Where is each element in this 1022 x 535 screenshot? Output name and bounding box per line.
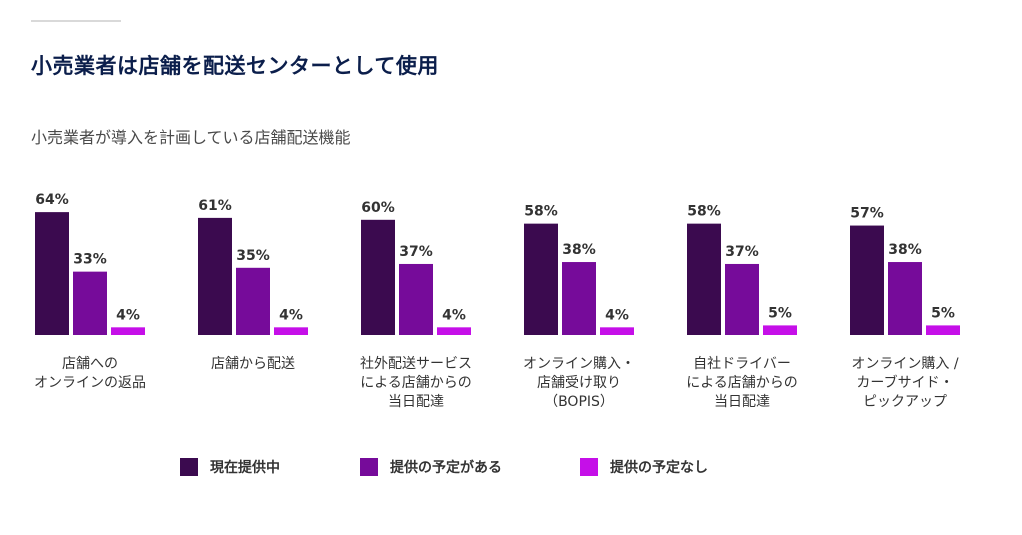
bar-3-4 <box>600 327 634 335</box>
bar-3-6 <box>926 325 960 335</box>
bar-2-6 <box>888 262 922 335</box>
legend-label-3: 提供の予定なし <box>610 460 708 476</box>
legend-item-3: 提供の予定なし <box>580 457 708 477</box>
data-label-1-3: 60% <box>361 200 395 216</box>
bar-1-3 <box>361 219 395 335</box>
legend-swatch-2 <box>360 458 378 476</box>
legend-swatch-1 <box>180 458 198 476</box>
bar-2-2 <box>236 267 270 335</box>
data-label-3-1: 4% <box>116 307 140 323</box>
category-label-6: オンライン購入 /カーブサイド・ピックアップ <box>851 356 958 410</box>
bar-2-3 <box>399 263 433 335</box>
category-label-4: オンライン購入・店舗受け取り（BOPIS） <box>523 356 635 410</box>
bar-2-5 <box>725 263 759 335</box>
bar-1-4 <box>524 223 558 335</box>
page-title: 小売業者は店舗を配送センターとして使用 <box>31 54 439 78</box>
bar-3-1 <box>111 327 145 335</box>
data-label-2-6: 38% <box>888 242 922 258</box>
data-label-1-6: 57% <box>850 206 884 222</box>
bar-3-5 <box>763 325 797 335</box>
chart-subtitle: 小売業者が導入を計画している店舗配送機能 <box>31 128 351 147</box>
data-label-2-4: 38% <box>562 242 596 258</box>
bar-1-6 <box>850 225 884 335</box>
legend-swatch-3 <box>580 458 598 476</box>
data-label-1-1: 64% <box>35 192 69 208</box>
bar-1-1 <box>35 212 69 335</box>
bar-1-2 <box>198 217 232 335</box>
data-label-3-6: 5% <box>931 305 955 321</box>
data-label-1-5: 58% <box>687 204 721 220</box>
data-label-3-3: 4% <box>442 307 466 323</box>
data-label-3-5: 5% <box>768 305 792 321</box>
data-label-2-1: 33% <box>73 252 107 268</box>
data-label-2-3: 37% <box>399 244 433 260</box>
category-label-1: 店舗へのオンラインの返品 <box>34 356 146 391</box>
chart-legend: 現在提供中 提供の予定がある 提供の予定なし <box>0 457 1022 487</box>
data-label-2-2: 35% <box>236 248 270 264</box>
legend-item-2: 提供の予定がある <box>360 457 502 477</box>
bar-3-2 <box>274 327 308 335</box>
legend-label-2: 提供の予定がある <box>390 460 502 476</box>
bar-3-3 <box>437 327 471 335</box>
bar-2-1 <box>73 271 107 335</box>
category-label-5: 自社ドライバーによる店舗からの当日配達 <box>686 356 798 410</box>
data-label-3-2: 4% <box>279 307 303 323</box>
category-label-3: 社外配送サービスによる店舗からの当日配達 <box>360 356 472 410</box>
legend-item-1: 現在提供中 <box>180 457 280 477</box>
data-label-3-4: 4% <box>605 307 629 323</box>
data-label-1-2: 61% <box>198 198 232 214</box>
category-label-2: 店舗から配送 <box>211 356 295 372</box>
legend-label-1: 現在提供中 <box>210 460 280 476</box>
bar-2-4 <box>562 262 596 335</box>
data-label-1-4: 58% <box>524 204 558 220</box>
top-divider <box>31 20 121 22</box>
bar-1-5 <box>687 223 721 335</box>
data-label-2-5: 37% <box>725 244 759 260</box>
bar-chart: 64% 33% 4% 店舗へのオンラインの返品 61% 35% 4% 店舗から配送 60% 37%… <box>34 192 960 410</box>
